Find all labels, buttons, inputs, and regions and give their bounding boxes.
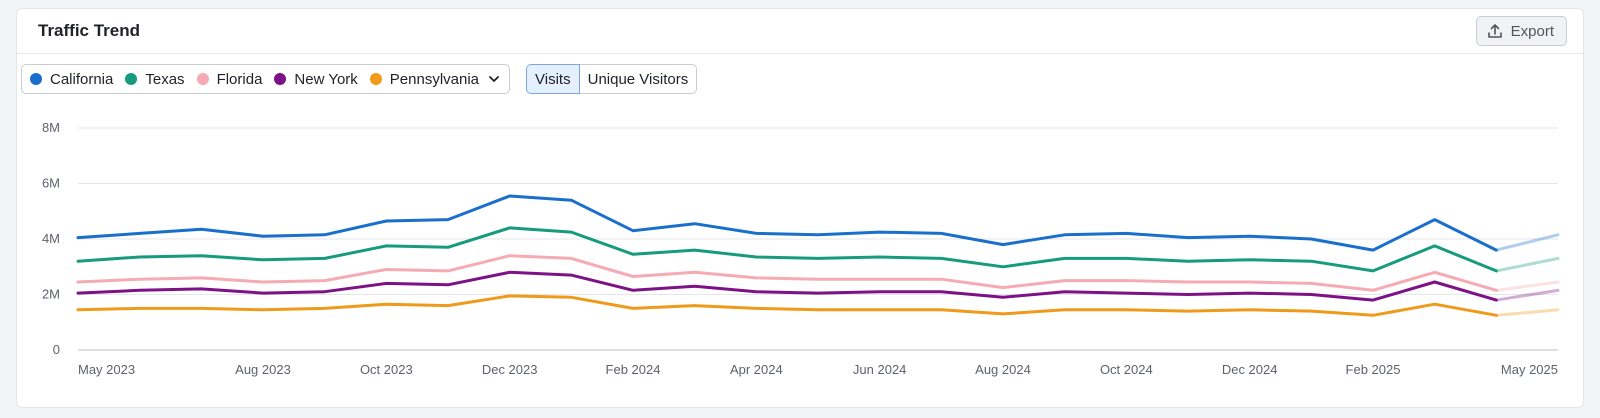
- x-tick-label: Dec 2024: [1222, 362, 1278, 377]
- x-tick-label: Feb 2025: [1346, 362, 1401, 377]
- series-pennsylvania: [76, 294, 1560, 317]
- legend-item-florida[interactable]: Florida: [196, 70, 263, 88]
- y-tick-label: 2M: [42, 287, 60, 302]
- legend-item-california[interactable]: California: [30, 71, 113, 88]
- x-tick-label: Oct 2023: [360, 362, 413, 377]
- x-tick-label: May 2025: [1501, 362, 1558, 377]
- series-incomplete-segment: [1494, 308, 1560, 317]
- export-label: Export: [1510, 22, 1554, 40]
- x-tick-label: Dec 2023: [482, 362, 538, 377]
- legend-item-new-york[interactable]: New York: [274, 70, 358, 88]
- california-dot-icon: [30, 73, 42, 85]
- series-new-york: [76, 270, 1560, 302]
- series-line[interactable]: [76, 194, 1498, 252]
- series-incomplete-segment: [1494, 256, 1560, 273]
- y-tick-label: 8M: [42, 120, 60, 135]
- upload-icon: [1487, 23, 1503, 39]
- legend-item-pennsylvania[interactable]: Pennsylvania: [369, 70, 480, 88]
- unique-visitors-toggle-button[interactable]: Unique Visitors: [579, 64, 698, 94]
- series-texas: [76, 226, 1560, 273]
- x-tick-label: Aug 2023: [235, 362, 291, 377]
- series-line[interactable]: [76, 294, 1498, 317]
- x-tick-label: Apr 2024: [730, 362, 783, 377]
- card-title: Traffic Trend: [38, 21, 141, 40]
- chevron-down-icon[interactable]: [487, 72, 501, 86]
- series-florida: [76, 254, 1560, 292]
- series-california: [76, 194, 1560, 252]
- series-legend: California Texas Florida New York Pennsy…: [21, 64, 511, 94]
- x-tick-label: Aug 2024: [975, 362, 1031, 377]
- x-tick-label: Jun 2024: [853, 362, 907, 377]
- series-line[interactable]: [76, 254, 1498, 292]
- series-line[interactable]: [76, 226, 1498, 273]
- series-incomplete-segment: [1494, 233, 1560, 252]
- legend-label: California: [50, 70, 114, 88]
- x-tick-label: Feb 2024: [606, 362, 661, 377]
- legend-label: New York: [294, 70, 358, 88]
- y-tick-label: 4M: [42, 231, 60, 246]
- chart-filters: California Texas Florida New York Pennsy…: [21, 64, 698, 94]
- series-incomplete-segment: [1494, 288, 1560, 302]
- y-tick-label: 6M: [42, 176, 60, 191]
- pennsylvania-dot-icon: [369, 73, 382, 85]
- x-tick-label: May 2023: [78, 362, 135, 377]
- series-line[interactable]: [76, 270, 1498, 302]
- legend-label: Pennsylvania: [389, 70, 480, 88]
- legend-label: Florida: [216, 70, 263, 88]
- x-tick-label: Oct 2024: [1100, 362, 1153, 377]
- series-incomplete-segment: [1494, 280, 1560, 292]
- y-tick-label: 0: [53, 342, 60, 357]
- legend-item-texas[interactable]: Texas: [125, 70, 185, 88]
- florida-dot-icon: [196, 73, 209, 85]
- new-york-dot-icon: [274, 73, 287, 85]
- texas-dot-icon: [125, 73, 138, 85]
- legend-label: Texas: [145, 70, 185, 88]
- visits-toggle-button[interactable]: Visits: [526, 64, 580, 94]
- export-button[interactable]: Export: [1475, 16, 1567, 46]
- card-header: Traffic Trend Export: [17, 9, 1583, 54]
- metric-toggle: Visits Unique Visitors: [526, 64, 698, 94]
